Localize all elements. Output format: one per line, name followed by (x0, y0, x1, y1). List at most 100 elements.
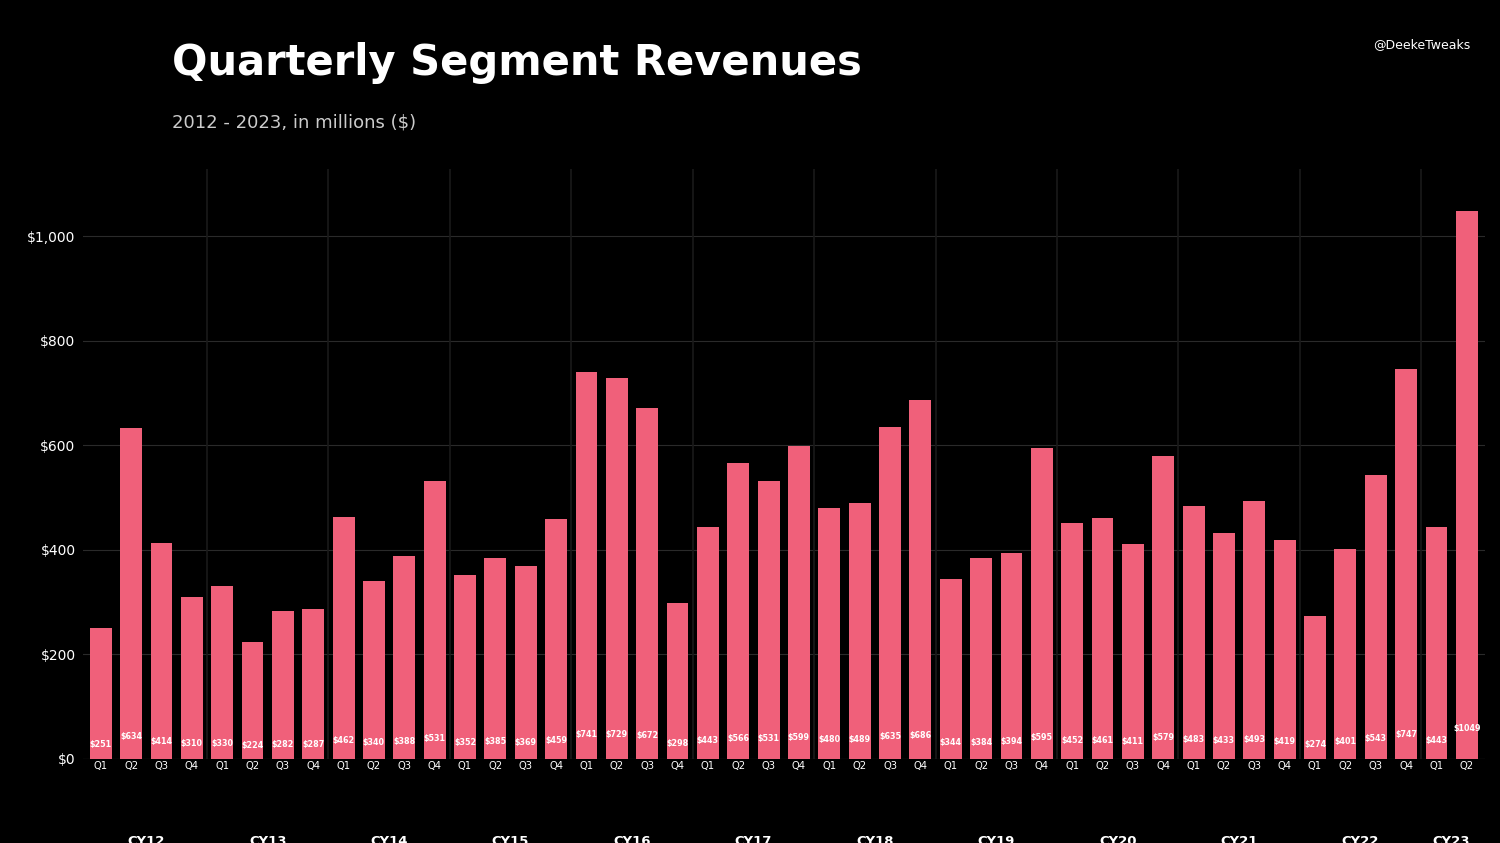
Text: $384: $384 (970, 738, 992, 747)
Bar (698, 528, 718, 759)
Text: $443: $443 (698, 736, 718, 745)
Text: $566: $566 (728, 733, 748, 743)
Text: CY18: CY18 (856, 835, 894, 843)
Text: @DeekeTweaks: @DeekeTweaks (1372, 38, 1470, 51)
Bar (1214, 533, 1234, 759)
Text: $298: $298 (666, 739, 688, 749)
Text: $352: $352 (454, 738, 476, 747)
Bar (1122, 544, 1144, 759)
Bar (879, 427, 902, 759)
Bar (454, 575, 476, 759)
Bar (120, 427, 142, 759)
Bar (423, 481, 445, 759)
Text: CY21: CY21 (1221, 835, 1258, 843)
Text: $461: $461 (1092, 736, 1113, 745)
Text: $452: $452 (1060, 736, 1083, 745)
Bar (1030, 448, 1053, 759)
Bar (940, 579, 962, 759)
Bar (272, 611, 294, 759)
Text: $385: $385 (484, 738, 507, 747)
Bar (1244, 502, 1264, 759)
Text: $459: $459 (544, 736, 567, 745)
Text: $330: $330 (211, 738, 232, 748)
Text: $686: $686 (909, 731, 932, 740)
Text: $310: $310 (182, 739, 203, 748)
Bar (182, 597, 203, 759)
Text: $599: $599 (788, 733, 810, 742)
Text: CY12: CY12 (128, 835, 165, 843)
Text: CY20: CY20 (1100, 835, 1137, 843)
Text: CY16: CY16 (614, 835, 651, 843)
Text: $634: $634 (120, 733, 142, 741)
Bar (1000, 553, 1023, 759)
Bar (636, 408, 658, 759)
Text: $401: $401 (1335, 737, 1356, 746)
Text: $635: $635 (879, 733, 902, 741)
Bar (211, 587, 232, 759)
Text: $251: $251 (90, 740, 112, 749)
Text: $595: $595 (1030, 733, 1053, 742)
Text: $489: $489 (849, 735, 870, 744)
Text: Quarterly Segment Revenues: Quarterly Segment Revenues (172, 42, 862, 84)
Text: $411: $411 (1122, 737, 1144, 746)
Text: $224: $224 (242, 741, 264, 749)
Bar (393, 556, 416, 759)
Bar (758, 481, 780, 759)
Text: CY19: CY19 (978, 835, 1016, 843)
Bar (1152, 456, 1174, 759)
Text: $414: $414 (150, 737, 172, 746)
Text: $672: $672 (636, 732, 658, 740)
Text: $480: $480 (818, 735, 840, 744)
Text: $493: $493 (1244, 735, 1266, 744)
Text: $394: $394 (1000, 738, 1023, 746)
Text: $531: $531 (758, 734, 780, 744)
Bar (909, 400, 932, 759)
Bar (1365, 475, 1386, 759)
Bar (1425, 528, 1448, 759)
Text: $729: $729 (606, 730, 628, 739)
Text: $344: $344 (939, 738, 962, 748)
Bar (1304, 615, 1326, 759)
Text: CY14: CY14 (370, 835, 408, 843)
Bar (1335, 550, 1356, 759)
Text: $747: $747 (1395, 730, 1417, 739)
Text: $462: $462 (333, 736, 354, 745)
Text: $419: $419 (1274, 737, 1296, 746)
Text: 2012 - 2023, in millions ($): 2012 - 2023, in millions ($) (172, 114, 417, 132)
Text: $579: $579 (1152, 733, 1174, 743)
Bar (788, 446, 810, 759)
Text: $287: $287 (302, 739, 324, 749)
Bar (514, 566, 537, 759)
Text: $282: $282 (272, 739, 294, 749)
Bar (1274, 540, 1296, 759)
Text: $388: $388 (393, 738, 416, 746)
Bar (150, 543, 172, 759)
Text: CY13: CY13 (249, 835, 286, 843)
Bar (970, 558, 992, 759)
Bar (484, 558, 507, 759)
Bar (728, 463, 748, 759)
Bar (1456, 211, 1478, 759)
Text: CY22: CY22 (1342, 835, 1378, 843)
Text: $1049: $1049 (1454, 723, 1480, 733)
Text: $340: $340 (363, 738, 386, 748)
Bar (1092, 518, 1113, 759)
Bar (303, 609, 324, 759)
Bar (666, 603, 688, 759)
Bar (333, 518, 354, 759)
Text: $274: $274 (1304, 740, 1326, 749)
Text: CY15: CY15 (492, 835, 530, 843)
Bar (1182, 507, 1204, 759)
Text: $369: $369 (514, 738, 537, 747)
Bar (1395, 368, 1417, 759)
Text: $433: $433 (1214, 737, 1234, 745)
Text: CY23: CY23 (1432, 835, 1470, 843)
Text: $531: $531 (423, 734, 445, 744)
Text: $741: $741 (576, 730, 597, 739)
Bar (90, 628, 111, 759)
Bar (242, 642, 264, 759)
Bar (849, 503, 870, 759)
Text: $483: $483 (1182, 735, 1204, 744)
Text: $443: $443 (1425, 736, 1448, 745)
Bar (363, 581, 386, 759)
